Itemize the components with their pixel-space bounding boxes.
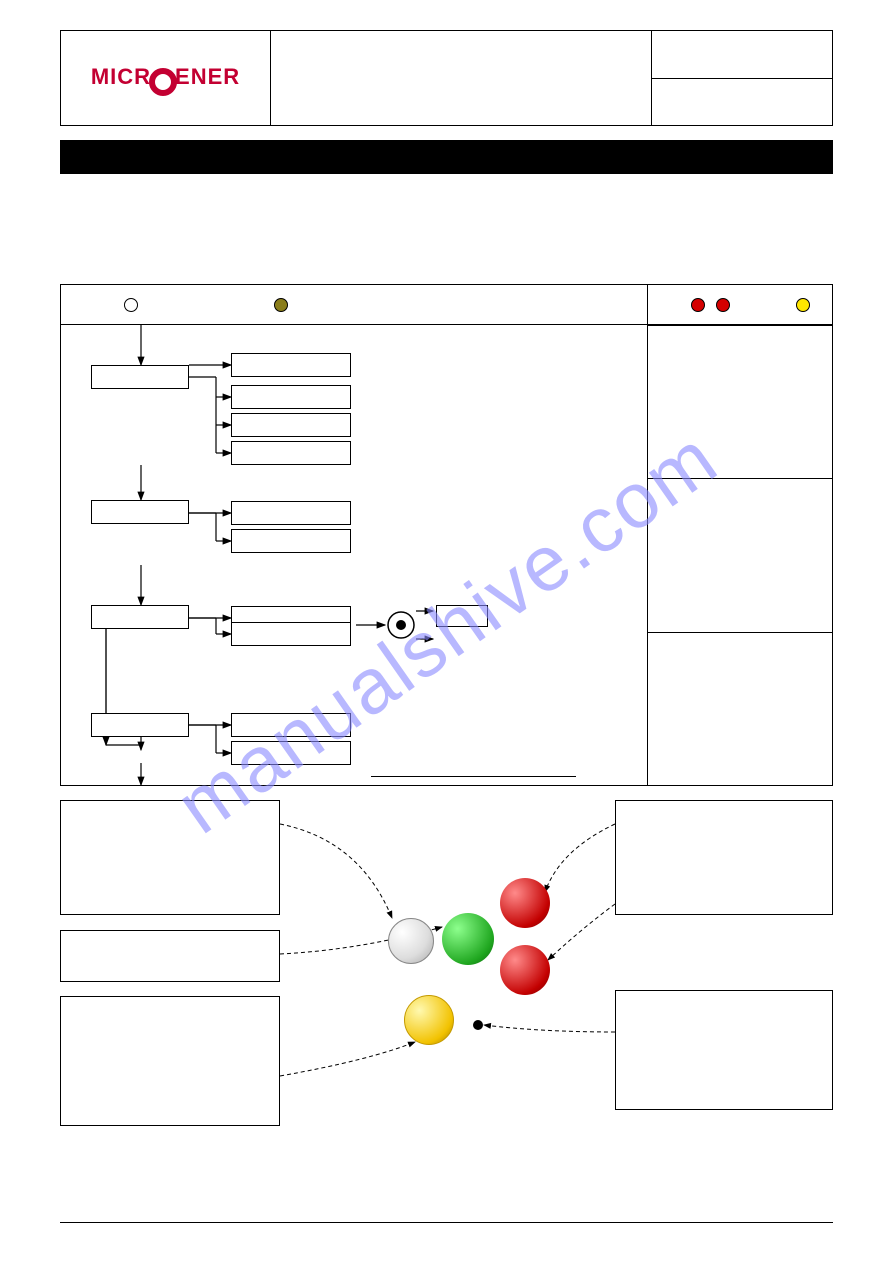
menu-left-header [61, 285, 647, 325]
led-red2-icon [716, 298, 730, 312]
led-olive-icon [274, 298, 288, 312]
reset-dot-icon [473, 1020, 483, 1030]
led-sphere-yellow-icon [404, 995, 454, 1045]
led-red1-icon [691, 298, 705, 312]
logo: MICR ENER [91, 64, 240, 92]
led-sphere-red2-icon [500, 945, 550, 995]
header-right-cell [652, 31, 832, 125]
header-right-top [652, 31, 832, 79]
menu-right-col [647, 285, 832, 785]
note-underline [371, 776, 576, 777]
flow-submenu-box-8 [231, 713, 351, 737]
led-legend-diagram [60, 800, 833, 1180]
flow-submenu-box-9 [231, 741, 351, 765]
footer-rule [60, 1222, 833, 1223]
flow-menu-box-3 [91, 713, 189, 737]
flow-submenu-box-0 [231, 353, 351, 377]
legend-textbox-4 [615, 990, 833, 1110]
flow-output-box [436, 605, 488, 627]
logo-cell: MICR ENER [61, 31, 271, 125]
led-sphere-red1-icon [500, 878, 550, 928]
led-white-icon [124, 298, 138, 312]
menu-right-header [648, 285, 832, 325]
header-right-bottom [652, 79, 832, 126]
legend-textbox-3 [615, 800, 833, 915]
menu-right-cell-2 [648, 478, 832, 631]
flow-submenu-box-1 [231, 385, 351, 409]
legend-textbox-1 [60, 930, 280, 982]
flow-submenu-box-7 [231, 622, 351, 646]
flow-submenu-box-3 [231, 441, 351, 465]
page: MICR ENER [60, 30, 833, 1180]
menu-left-col [61, 285, 647, 785]
logo-o-icon [149, 68, 177, 96]
menu-right-cell-3 [648, 632, 832, 785]
flow-menu-box-2 [91, 605, 189, 629]
led-sphere-green-icon [442, 913, 494, 965]
menu-table [60, 284, 833, 786]
led-yellow-icon [796, 298, 810, 312]
legend-textbox-0 [60, 800, 280, 915]
flow-submenu-box-5 [231, 529, 351, 553]
logo-right: ENER [175, 64, 240, 89]
flow-submenu-box-2 [231, 413, 351, 437]
doc-header: MICR ENER [60, 30, 833, 126]
header-mid-cell [271, 31, 652, 125]
legend-textbox-2 [60, 996, 280, 1126]
flow-submenu-box-4 [231, 501, 351, 525]
flow-menu-box-1 [91, 500, 189, 524]
menu-right-cell-1 [648, 325, 832, 478]
menu-flowchart [61, 325, 647, 785]
logo-left: MICR [91, 64, 151, 89]
flow-menu-box-0 [91, 365, 189, 389]
led-sphere-white-icon [388, 918, 434, 964]
section-bar [60, 140, 833, 174]
